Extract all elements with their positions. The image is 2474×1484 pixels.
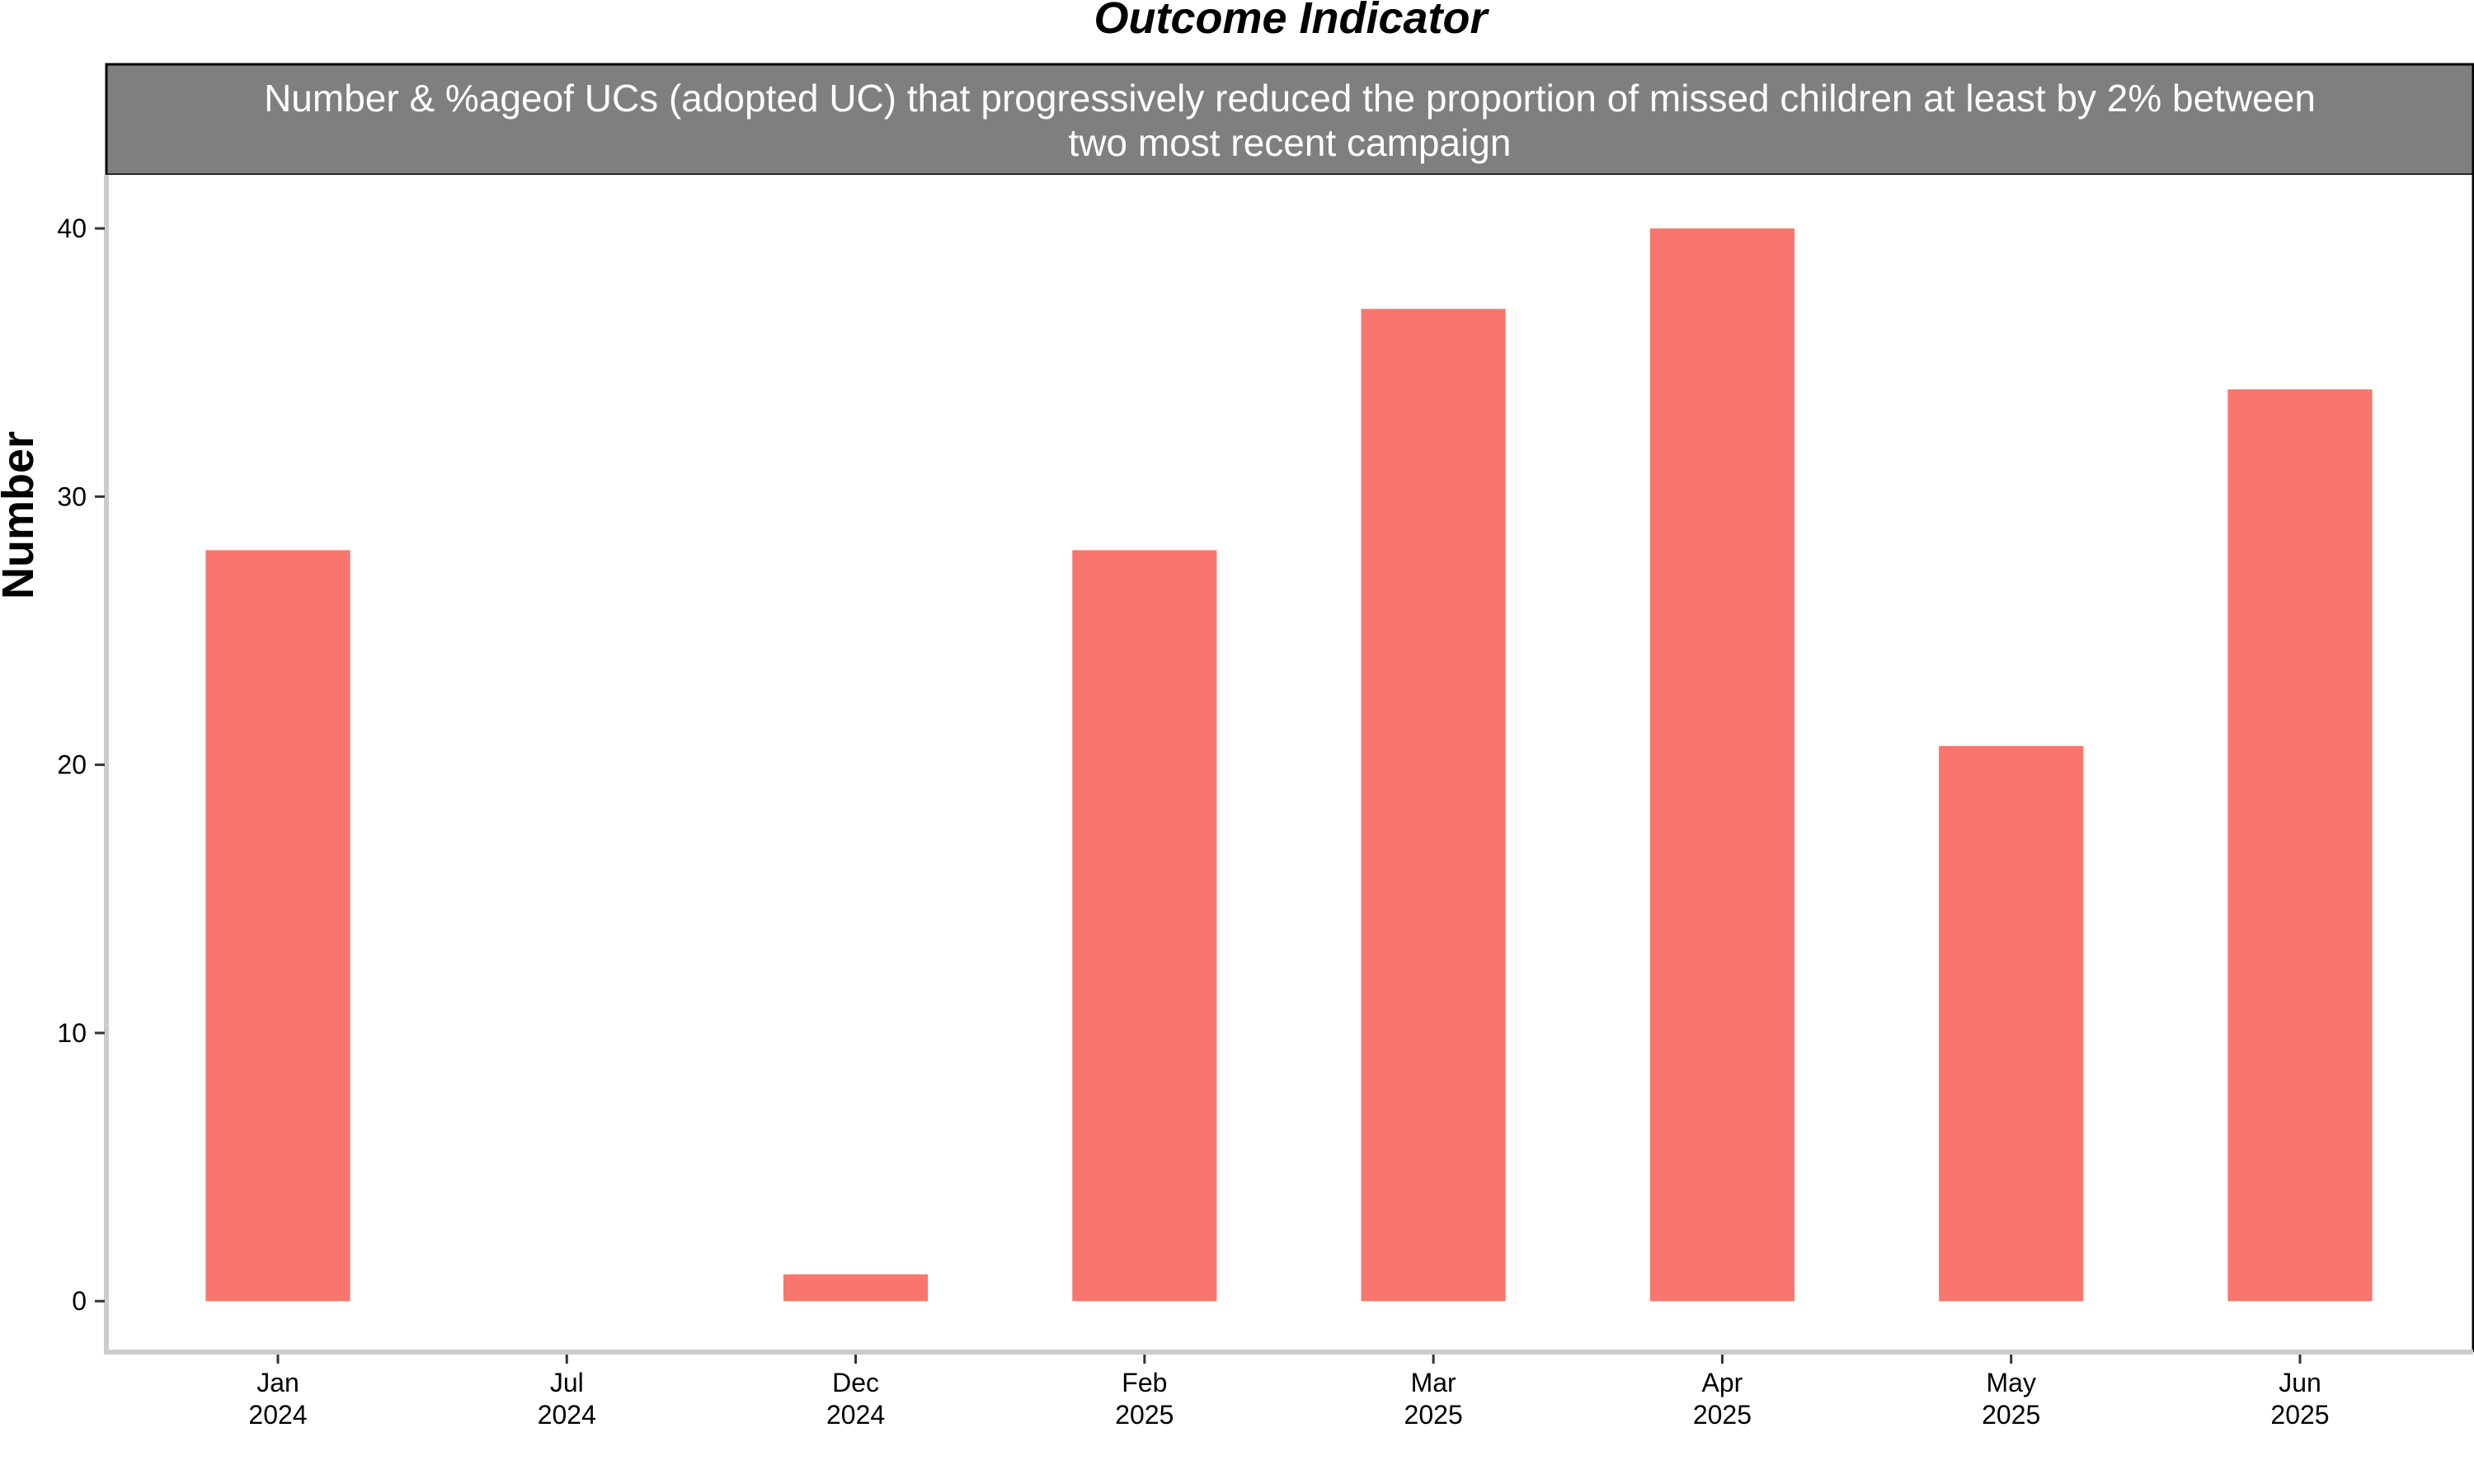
chart-title: Outcome Indicator [1094, 0, 1489, 43]
x-tick-label-year: 2025 [1404, 1400, 1463, 1430]
bar-feb-2025 [1072, 550, 1217, 1302]
x-tick-label-year: 2025 [1693, 1400, 1752, 1430]
bar-jun-2025 [2227, 389, 2373, 1302]
x-tick-label-year: 2025 [1115, 1400, 1174, 1430]
y-axis-label: Number [0, 431, 43, 599]
x-tick-label-year: 2025 [2270, 1400, 2329, 1430]
x-tick-label-month: Jan [256, 1368, 299, 1397]
bar-jan-2024 [205, 550, 350, 1302]
bar-dec-2024 [783, 1274, 929, 1302]
y-tick-label: 20 [57, 750, 87, 780]
bar-may-2025 [1939, 745, 2084, 1302]
x-tick-label-year: 2025 [1982, 1400, 2040, 1430]
y-tick-label: 30 [57, 481, 87, 511]
bar-apr-2025 [1649, 228, 1794, 1302]
x-tick-label-year: 2024 [248, 1400, 307, 1430]
x-tick-label-month: Apr [1702, 1368, 1743, 1397]
x-tick-label-year: 2024 [826, 1400, 885, 1430]
y-ticks-layer: 0 10 20 30 40 [57, 214, 105, 1316]
x-tick-label-year: 2024 [538, 1400, 596, 1430]
x-ticks-layer: Jan 2024 Jul 2024 Dec 2024 Feb 2025 Mar 2025 Apr 20… [248, 1355, 2330, 1430]
x-tick-label-month: May [1986, 1368, 2035, 1397]
bars-layer [205, 228, 2373, 1302]
bar-mar-2025 [1361, 308, 1506, 1302]
plot-panel [106, 175, 2473, 1352]
panel-strip-line-2: two most recent campaign [1069, 121, 1512, 164]
y-tick-label: 40 [57, 214, 87, 243]
x-tick-label-month: Jul [550, 1368, 584, 1397]
x-tick-label-month: Jun [2279, 1368, 2321, 1397]
y-tick-label: 0 [72, 1286, 87, 1316]
panel-strip-background [105, 63, 2474, 176]
x-tick-label-month: Dec [832, 1368, 879, 1397]
x-tick-label-month: Feb [1122, 1368, 1167, 1397]
x-tick-label-month: Mar [1411, 1368, 1456, 1397]
y-tick-label: 10 [57, 1018, 87, 1048]
panel-strip-line-1: Number & %ageof UCs (adopted UC) that pr… [264, 77, 2316, 120]
